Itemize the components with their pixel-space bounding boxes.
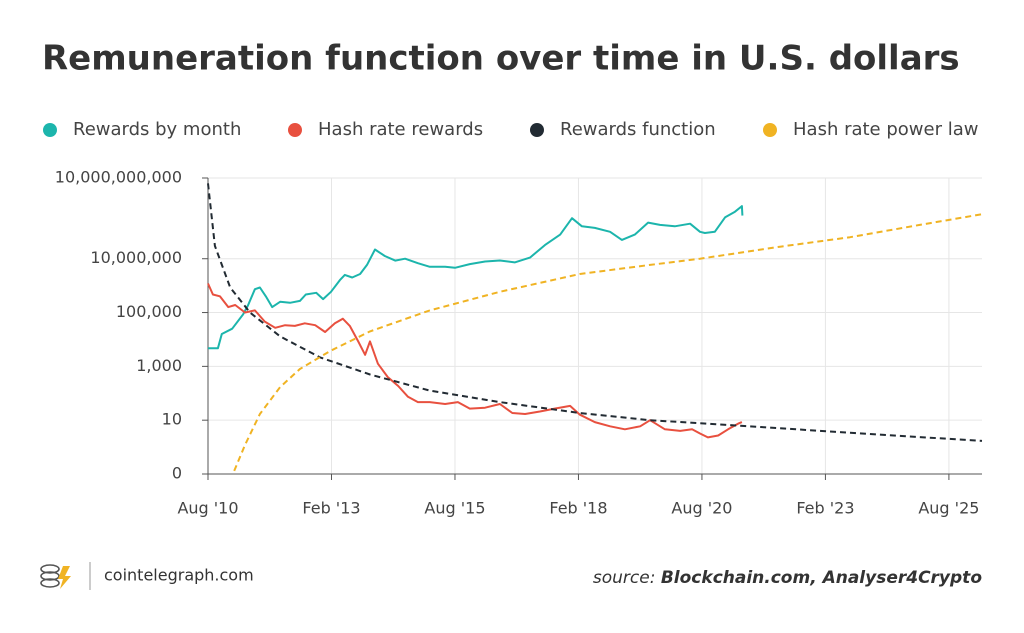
legend-label: Hash rate power law <box>793 119 978 140</box>
source-names: Blockchain.com, Analyser4Crypto <box>661 568 982 588</box>
x-tick-label: Feb '13 <box>302 499 360 518</box>
series-line <box>208 205 744 350</box>
y-tick-label: 0 <box>172 464 182 483</box>
source-label: source: <box>593 568 656 588</box>
x-tick-label: Feb '23 <box>796 499 854 518</box>
series-line <box>233 213 983 472</box>
legend-marker <box>763 123 777 137</box>
x-tick-label: Feb '18 <box>549 499 607 518</box>
series-line <box>207 183 983 442</box>
legend-marker <box>43 123 57 137</box>
x-tick-label: Aug '10 <box>177 499 238 518</box>
x-tick-label: Aug '20 <box>671 499 732 518</box>
logo <box>40 562 91 590</box>
y-tick-label: 10,000,000,000 <box>55 168 182 187</box>
legend-marker <box>530 123 544 137</box>
legend-label: Rewards function <box>560 119 716 140</box>
y-tick-label: 1,000 <box>136 356 182 375</box>
site-name: cointelegraph.com <box>104 566 254 585</box>
x-tick-label: Aug '15 <box>424 499 485 518</box>
x-tick-label: Aug '25 <box>918 499 979 518</box>
source: source: Blockchain.com, Analyser4Crypto <box>593 568 982 588</box>
legend-label: Hash rate rewards <box>318 119 483 140</box>
legend-marker <box>288 123 302 137</box>
chart-title: Remuneration function over time in U.S. … <box>42 39 960 79</box>
y-tick-label: 10,000,000 <box>90 248 182 267</box>
legend-label: Rewards by month <box>73 119 241 140</box>
y-tick-label: 10 <box>162 410 182 429</box>
y-tick-label: 100,000 <box>116 302 182 321</box>
legend: Rewards by month Hash rate rewards Rewards… <box>43 119 978 140</box>
series-line <box>207 283 743 439</box>
